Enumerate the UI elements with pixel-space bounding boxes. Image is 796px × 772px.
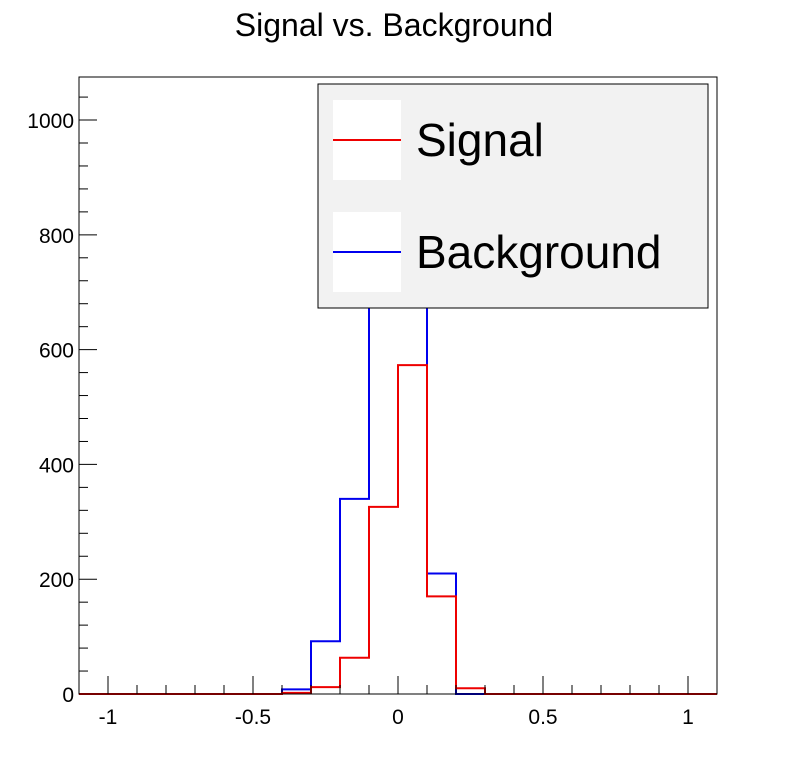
axes: -1 -0.5 0 0.5 1 0 200 400 600 800 1000 xyxy=(27,96,718,729)
y-tick-label: 600 xyxy=(39,340,74,363)
x-tick-label: 0 xyxy=(392,706,404,729)
x-tick-label: -1 xyxy=(99,706,118,729)
chart-title: Signal vs. Background xyxy=(235,7,553,43)
legend-label-background: Background xyxy=(416,226,662,278)
y-tick-label: 0 xyxy=(62,684,74,707)
y-tick-label: 200 xyxy=(39,569,74,592)
y-tick-label: 1000 xyxy=(27,110,74,133)
y-tick-label: 400 xyxy=(39,454,74,477)
y-tick-label: 800 xyxy=(39,225,74,248)
series-signal-line xyxy=(79,364,717,695)
legend-label-signal: Signal xyxy=(416,114,544,166)
legend: Signal Background xyxy=(317,83,709,309)
x-tick-label: 1 xyxy=(682,706,694,729)
x-tick-label: 0.5 xyxy=(528,706,557,729)
x-tick-label: -0.5 xyxy=(235,706,271,729)
